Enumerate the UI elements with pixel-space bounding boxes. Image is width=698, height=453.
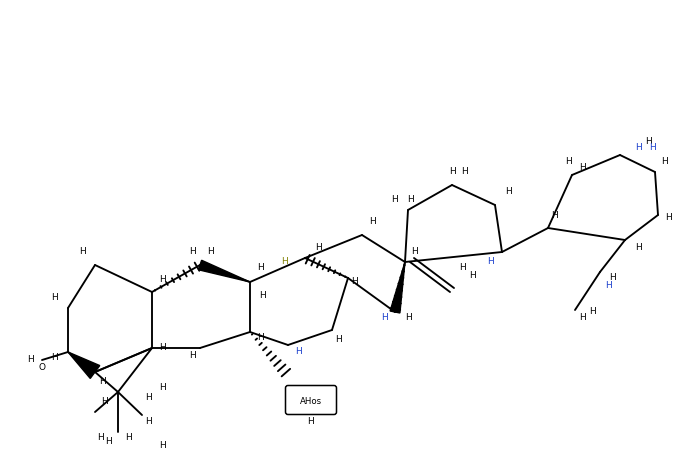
Text: H: H: [579, 164, 586, 173]
Polygon shape: [198, 260, 250, 282]
Text: H: H: [565, 158, 572, 167]
Text: H: H: [412, 247, 418, 256]
Text: H: H: [407, 196, 413, 204]
Text: H: H: [505, 188, 512, 197]
Text: H: H: [158, 343, 165, 352]
Text: H: H: [144, 418, 151, 427]
Text: H: H: [79, 247, 85, 256]
Text: H: H: [207, 247, 214, 256]
Text: H: H: [105, 438, 112, 447]
Text: AHos: AHos: [300, 396, 322, 405]
Text: H: H: [588, 308, 595, 317]
Text: H: H: [459, 264, 466, 273]
Text: H: H: [144, 394, 151, 403]
Text: H: H: [27, 356, 34, 365]
Text: O: O: [38, 363, 45, 372]
Polygon shape: [68, 352, 100, 378]
Text: H: H: [188, 351, 195, 360]
Text: H: H: [125, 434, 131, 443]
Text: H: H: [634, 144, 641, 153]
Text: H: H: [257, 264, 263, 273]
Text: H: H: [487, 257, 493, 266]
Text: H: H: [295, 347, 302, 357]
Text: H: H: [645, 138, 651, 146]
Text: H: H: [52, 294, 59, 303]
Text: H: H: [382, 313, 388, 323]
Text: H: H: [96, 434, 103, 443]
Text: H: H: [648, 144, 655, 153]
FancyBboxPatch shape: [285, 386, 336, 414]
Text: H: H: [664, 213, 671, 222]
Text: H: H: [551, 211, 558, 220]
Text: H: H: [634, 244, 641, 252]
Text: H: H: [102, 397, 108, 406]
Text: H: H: [468, 270, 475, 280]
Text: H: H: [609, 274, 616, 283]
Text: H: H: [604, 280, 611, 289]
Text: H: H: [352, 278, 358, 286]
Text: H: H: [281, 257, 288, 266]
Text: H: H: [257, 333, 263, 342]
Text: H: H: [158, 275, 165, 284]
Text: H: H: [52, 353, 59, 362]
Text: H: H: [662, 158, 669, 167]
Text: H: H: [392, 196, 399, 204]
Text: H: H: [259, 290, 265, 299]
Text: H: H: [188, 247, 195, 256]
Text: H: H: [405, 313, 411, 323]
Polygon shape: [390, 262, 405, 313]
Text: H: H: [369, 217, 376, 226]
Text: H: H: [158, 384, 165, 392]
Text: H: H: [334, 336, 341, 344]
Text: H: H: [449, 168, 455, 177]
Text: H: H: [315, 244, 321, 252]
Text: H: H: [461, 168, 468, 177]
Text: H: H: [158, 440, 165, 449]
Text: H: H: [579, 313, 586, 323]
Text: H: H: [98, 377, 105, 386]
Text: H: H: [308, 418, 314, 427]
